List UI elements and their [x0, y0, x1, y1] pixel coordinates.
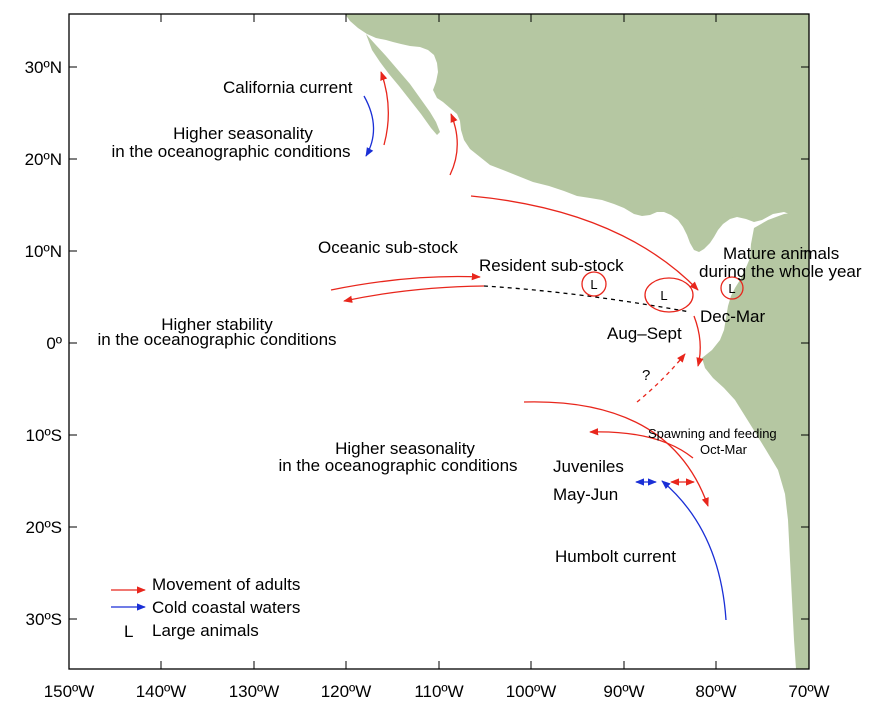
resident-substock-dashed-line	[483, 285, 691, 313]
south-america-land	[702, 212, 809, 669]
higher-stability-line1: Higher stability	[161, 315, 273, 334]
oceanic-eastward-arrow	[330, 273, 481, 291]
lat-label-10n: 10ºN	[25, 242, 62, 261]
oceanic-westward-arrow	[343, 285, 485, 303]
california-current-arrow	[363, 95, 375, 157]
california-current-label: California current	[223, 78, 353, 97]
lat-label-30n: 30ºN	[25, 58, 62, 77]
large-animal-marker-2: L	[660, 288, 667, 303]
higher-seasonality-north-line2: in the oceanographic conditions	[111, 142, 350, 161]
mature-animals-line2: during the whole year	[699, 262, 862, 281]
lon-label-120w: 120ºW	[321, 682, 372, 701]
lat-label-0: 0º	[46, 334, 62, 353]
higher-seasonality-south-line1: Higher seasonality	[335, 439, 475, 458]
legend-large-marker: L	[124, 622, 133, 641]
higher-seasonality-south-line2: in the oceanographic conditions	[278, 456, 517, 475]
legend: Movement of adults Cold coastal waters L…	[111, 575, 300, 641]
large-animal-circle-2	[644, 277, 694, 313]
aug-sept-label: Aug–Sept	[607, 324, 682, 343]
juveniles-label: Juveniles	[553, 457, 624, 476]
oceanic-substock-label: Oceanic sub-stock	[318, 238, 458, 257]
large-animal-markers: L L L	[581, 271, 744, 313]
higher-stability-line2: in the oceanographic conditions	[97, 330, 336, 349]
lat-label-10s: 10ºS	[26, 426, 62, 445]
land-masses	[345, 14, 809, 669]
south-gulf-arrow	[523, 401, 709, 507]
hispaniola-land	[752, 165, 786, 176]
question-mark-label: ?	[642, 367, 650, 384]
spawning-feeding-line2: Oct-Mar	[700, 442, 748, 457]
yucatan-land	[611, 182, 654, 204]
lat-label-20n: 20ºN	[25, 150, 62, 169]
map-labels: California current Higher seasonality in…	[97, 78, 861, 566]
uncertain-north-arrow	[636, 353, 686, 403]
baja-california-land	[366, 34, 440, 135]
lon-label-140w: 140ºW	[136, 682, 187, 701]
mature-animals-line1: Mature animals	[723, 244, 839, 263]
lon-label-90w: 90ºW	[603, 682, 644, 701]
may-jun-label: May-Jun	[553, 485, 618, 504]
lon-label-70w: 70ºW	[788, 682, 829, 701]
latitude-axis: 30ºN 20ºN 10ºN 0º 10ºS 20ºS 30ºS	[25, 58, 809, 629]
spawning-feeding-line1: Spawning and feeding	[648, 426, 777, 441]
lon-label-150w: 150ºW	[44, 682, 95, 701]
mexico-to-panama-arrow	[470, 195, 699, 291]
large-animal-marker-3: L	[728, 281, 735, 296]
cuba-land	[648, 148, 744, 167]
lat-label-30s: 30ºS	[26, 610, 62, 629]
resident-substock-label: Resident sub-stock	[479, 256, 624, 275]
lon-label-80w: 80ºW	[695, 682, 736, 701]
higher-seasonality-north-line1: Higher seasonality	[173, 124, 313, 143]
large-animal-circle-1	[581, 271, 607, 297]
large-animal-marker-1: L	[590, 277, 597, 292]
lon-label-100w: 100ºW	[506, 682, 557, 701]
legend-cold-label: Cold coastal waters	[152, 598, 300, 617]
movement-arrows	[330, 71, 727, 621]
lon-label-130w: 130ºW	[229, 682, 280, 701]
humbolt-current-arrow	[661, 480, 727, 621]
legend-large-label: Large animals	[152, 621, 259, 640]
baja-north-arrow-1	[380, 71, 389, 146]
dec-mar-label: Dec-Mar	[700, 307, 766, 326]
baja-north-arrow-2	[449, 113, 458, 176]
longitude-axis: 150ºW 140ºW 130ºW 120ºW 110ºW 100ºW 90ºW…	[44, 14, 830, 701]
north-central-america-land	[345, 14, 809, 252]
large-animal-circle-3	[720, 276, 744, 300]
florida-land	[690, 14, 730, 112]
lon-label-110w: 110ºW	[414, 682, 463, 701]
lat-label-20s: 20ºS	[26, 518, 62, 537]
panama-south-arrow	[693, 315, 704, 367]
spawning-westward-arrow	[589, 428, 694, 459]
legend-movement-label: Movement of adults	[152, 575, 300, 594]
humbolt-current-label: Humbolt current	[555, 547, 676, 566]
